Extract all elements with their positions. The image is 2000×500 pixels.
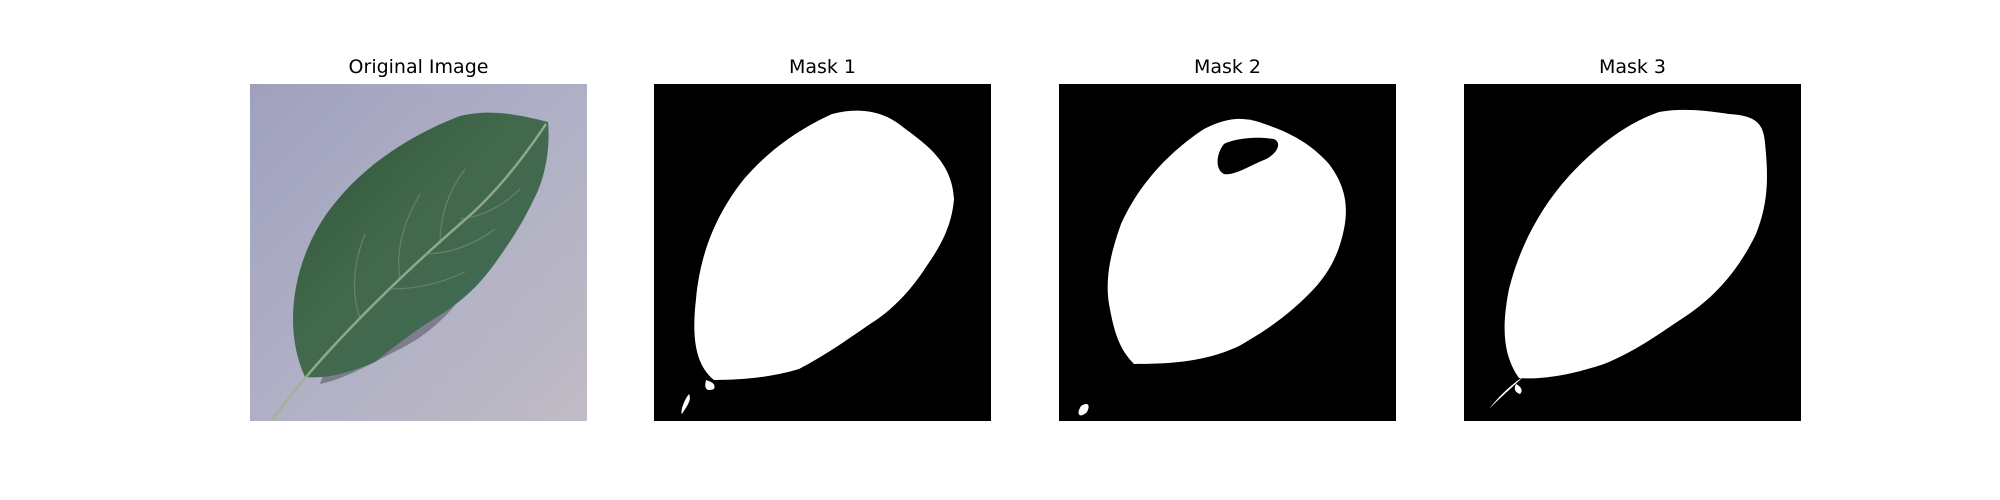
panel-title: Mask 3 — [1598, 56, 1667, 78]
panel-mask-3: Mask 3 — [1464, 0, 1801, 500]
segmentation-mask-2 — [1059, 84, 1396, 421]
panel-mask-1: Mask 1 — [654, 0, 991, 500]
panel-title: Original Image — [348, 56, 489, 78]
segmentation-mask-3 — [1464, 84, 1801, 421]
segmentation-mask-1 — [654, 84, 991, 421]
original-leaf-photo — [250, 84, 587, 421]
panel-title: Mask 1 — [788, 56, 857, 78]
panel-mask-2: Mask 2 — [1059, 0, 1396, 500]
panel-title: Mask 2 — [1193, 56, 1262, 78]
panel-original-image: Original Image — [250, 0, 587, 500]
